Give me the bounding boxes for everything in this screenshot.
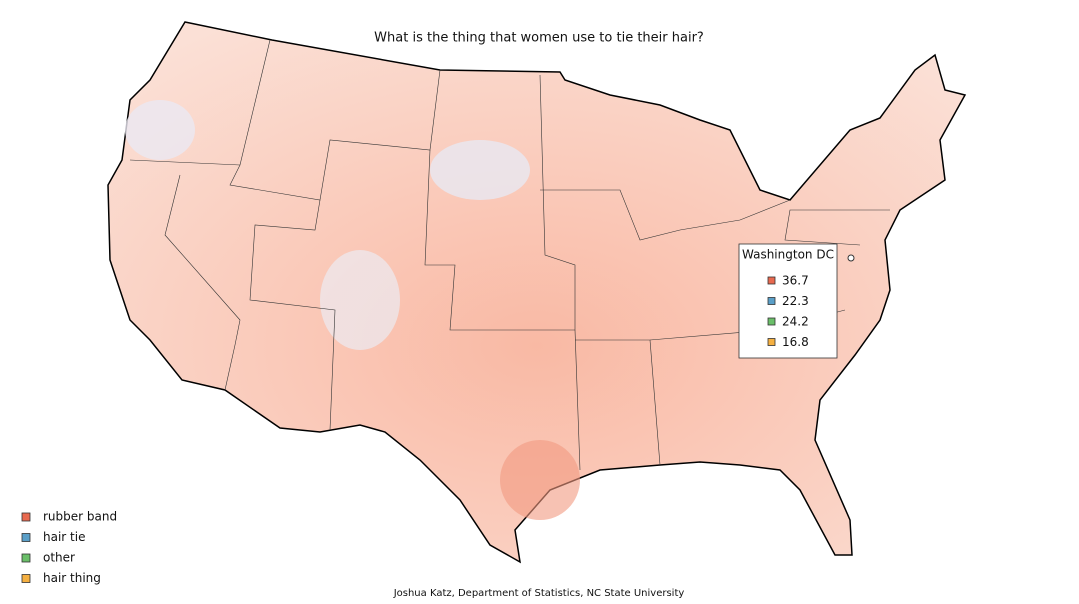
cool-region: [430, 140, 530, 200]
legend-label: rubber band: [43, 510, 117, 524]
tooltip-swatch: [767, 317, 776, 326]
tooltip-title: Washington DC: [742, 248, 834, 262]
legend-swatch: [21, 512, 31, 522]
tooltip-value: 22.3: [782, 294, 809, 308]
credit: Joshua Katz, Department of Statistics, N…: [393, 588, 685, 599]
tooltip-swatch: [767, 276, 776, 285]
tooltip-rows: 36.7 22.3 24.2 16.8: [767, 274, 809, 349]
cool-region: [320, 250, 400, 350]
legend-swatch: [21, 533, 31, 542]
city-point: [847, 254, 855, 262]
tooltip: Washington DC 36.7 22.3 24.2 16.8: [738, 243, 855, 359]
legend: rubber band hair tie other hair thing: [21, 510, 117, 585]
legend-label: other: [43, 551, 75, 565]
tooltip-swatch: [767, 338, 776, 346]
tooltip-value: 24.2: [782, 315, 809, 329]
tooltip-value: 16.8: [782, 335, 809, 349]
tooltip-value: 36.7: [782, 274, 809, 288]
map-title: What is the thing that women use to tie …: [374, 31, 704, 46]
legend-label: hair thing: [43, 571, 101, 585]
cool-region: [125, 100, 195, 160]
legend-swatch: [21, 553, 31, 563]
tooltip-box: [738, 243, 838, 359]
us-map: [107, 21, 967, 564]
tooltip-swatch: [767, 297, 776, 305]
warm-region: [500, 440, 580, 520]
legend-label: hair tie: [43, 530, 85, 544]
legend-swatch: [21, 574, 31, 583]
